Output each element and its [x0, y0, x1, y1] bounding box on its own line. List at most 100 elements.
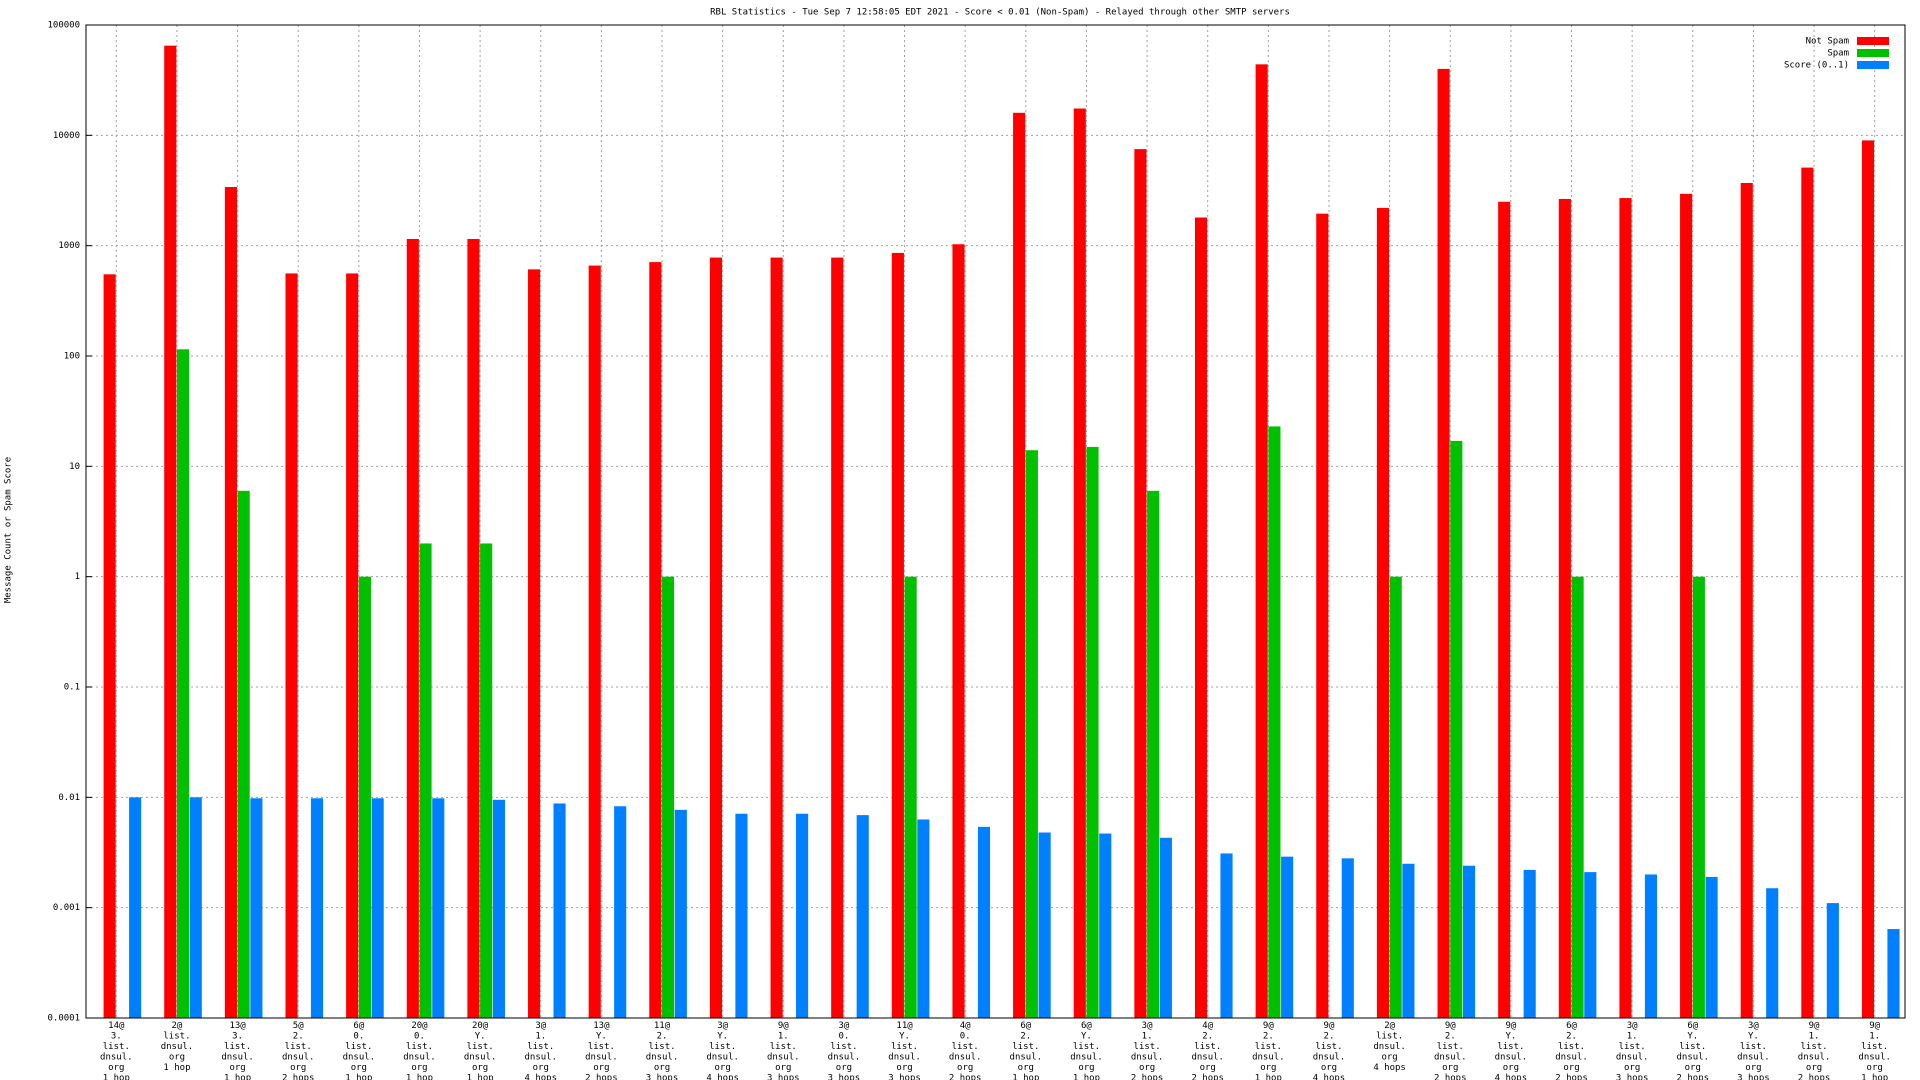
x-tick-label: 2@ list. dnsul. org 4 hops	[1373, 1021, 1406, 1073]
bar	[735, 813, 748, 1018]
bar	[674, 809, 687, 1018]
bar	[856, 815, 869, 1018]
x-tick-label: 9@ 1. list. dnsul. org 3 hops	[767, 1021, 800, 1080]
x-tick-label: 3@ 1. list. dnsul. org 4 hops	[524, 1021, 557, 1080]
bar	[250, 798, 263, 1018]
bar	[1801, 167, 1814, 1018]
bar	[528, 269, 541, 1018]
y-tick-label: 0.0001	[47, 1014, 80, 1024]
bar	[164, 45, 177, 1018]
bar	[224, 187, 237, 1018]
bar	[891, 252, 904, 1018]
bar	[917, 819, 930, 1018]
bar	[831, 257, 844, 1018]
bar	[1450, 440, 1463, 1019]
legend-swatch	[1857, 37, 1889, 45]
bar	[1766, 888, 1779, 1018]
bar	[285, 273, 298, 1018]
chart-title: RBL Statistics - Tue Sep 7 12:58:05 EDT …	[710, 8, 1290, 18]
bar	[1644, 874, 1658, 1018]
y-tick-label: 0.001	[53, 903, 80, 913]
y-tick-label: 1000	[58, 241, 80, 251]
bar	[709, 257, 723, 1018]
bar	[796, 813, 809, 1018]
x-tick-label: 9@ 1. list. dnsul. org 2 hops	[1798, 1021, 1831, 1080]
bar	[1376, 207, 1390, 1018]
bar	[1558, 198, 1571, 1019]
bar	[406, 238, 419, 1018]
x-tick-label: 11@ 2. list. dnsul. org 3 hops	[646, 1021, 679, 1080]
bar	[237, 490, 250, 1018]
bar	[1692, 576, 1705, 1018]
bar	[432, 798, 445, 1018]
bar	[1281, 856, 1294, 1018]
bar	[480, 543, 493, 1018]
x-tick-label: 4@ 2. list. dnsul. org 2 hops	[1191, 1021, 1224, 1080]
bar	[419, 543, 432, 1018]
bar	[1619, 198, 1632, 1018]
bar	[371, 798, 384, 1018]
bar	[1099, 833, 1112, 1018]
bar	[176, 349, 190, 1019]
x-tick-label: 3@ Y. list. dnsul. org 3 hops	[1737, 1021, 1770, 1080]
y-axis-label: Message Count or Spam Score	[4, 457, 14, 603]
bar	[1437, 68, 1450, 1018]
x-tick-label: 14@ 3. list. dnsul. org 1 hop	[100, 1021, 133, 1080]
bar	[1462, 865, 1476, 1018]
y-tick-label: 100	[64, 352, 80, 362]
x-tick-label: 3@ 1. list. dnsul. org 3 hops	[1616, 1021, 1649, 1080]
x-tick-label: 4@ 0. list. dnsul. org 2 hops	[949, 1021, 982, 1080]
x-tick-label: 3@ Y. list. dnsul. org 4 hops	[706, 1021, 739, 1080]
bar	[1861, 140, 1875, 1019]
bar	[1740, 182, 1753, 1018]
x-tick-label: 11@ Y. list. dnsul. org 3 hops	[888, 1021, 921, 1080]
bar	[649, 262, 662, 1018]
bar	[614, 806, 627, 1018]
bar	[1584, 872, 1597, 1018]
legend-label: Spam	[1827, 49, 1849, 59]
bar	[1194, 217, 1208, 1019]
legend-swatch	[1857, 49, 1889, 57]
bar	[467, 238, 480, 1018]
y-tick-label: 1	[75, 572, 80, 582]
x-tick-label: 6@ 2. list. dnsul. org 1 hop	[1010, 1021, 1043, 1080]
bar	[1316, 213, 1329, 1018]
bar	[1255, 64, 1268, 1019]
bar	[1389, 576, 1402, 1018]
x-tick-label: 2@ list. dnsul. org 1 hop	[161, 1021, 194, 1073]
y-tick-label: 0.01	[58, 793, 80, 803]
bar	[1073, 108, 1086, 1019]
bar	[1013, 112, 1026, 1019]
bar	[1134, 149, 1147, 1019]
x-tick-label: 5@ 2. list. dnsul. org 2 hops	[282, 1021, 315, 1080]
bar	[1498, 201, 1511, 1018]
bar	[1887, 929, 1900, 1018]
bar	[1571, 576, 1584, 1018]
x-tick-label: 9@ 2. list. dnsul. org 4 hops	[1313, 1021, 1346, 1080]
bar	[952, 244, 965, 1018]
bar	[1523, 869, 1536, 1018]
x-tick-label: 9@ 2. list. dnsul. org 2 hops	[1434, 1021, 1467, 1080]
legend-swatch	[1857, 61, 1889, 69]
x-tick-label: 6@ 2. list. dnsul. org 2 hops	[1555, 1021, 1588, 1080]
x-tick-label: 3@ 1. list. dnsul. org 2 hops	[1131, 1021, 1164, 1080]
bar	[1268, 426, 1281, 1018]
x-tick-label: 6@ Y. list. dnsul. org 1 hop	[1070, 1021, 1103, 1080]
bar	[1220, 853, 1233, 1018]
y-tick-label: 10	[69, 462, 80, 472]
bar	[1826, 903, 1839, 1018]
bar	[1159, 837, 1172, 1018]
y-tick-label: 0.1	[64, 683, 80, 693]
bar	[1147, 490, 1160, 1018]
bar	[1402, 863, 1415, 1018]
bar	[129, 797, 142, 1018]
bar	[662, 576, 675, 1018]
bar	[977, 826, 991, 1018]
legend-label: Not Spam	[1806, 37, 1849, 47]
x-tick-label: 20@ Y. list. dnsul. org 1 hop	[464, 1021, 497, 1080]
y-tick-label: 100000	[47, 21, 80, 31]
bar	[588, 265, 601, 1018]
x-tick-label: 13@ 3. list. dnsul. org 1 hop	[221, 1021, 254, 1080]
